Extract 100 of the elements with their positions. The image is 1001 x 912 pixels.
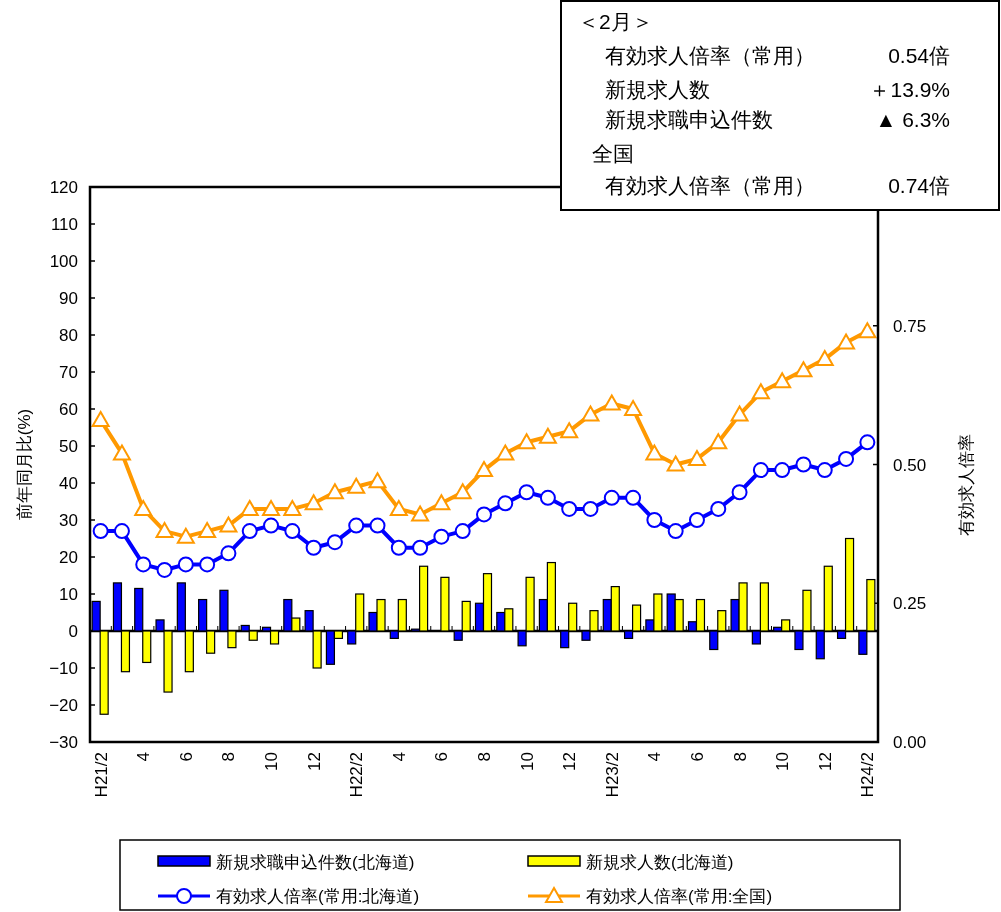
y2-tick-label: 0.00 xyxy=(893,733,927,752)
point xyxy=(389,499,408,516)
point xyxy=(475,461,493,478)
point xyxy=(517,433,536,450)
point xyxy=(561,500,578,517)
point xyxy=(858,322,877,339)
y-tick-label: 60 xyxy=(59,400,78,419)
y-tick-label: −10 xyxy=(49,659,78,678)
point xyxy=(135,556,152,573)
point xyxy=(687,449,706,466)
x-tick-label: 8 xyxy=(730,752,750,762)
point xyxy=(263,517,280,534)
point xyxy=(538,427,557,444)
x-tick-label: 8 xyxy=(219,752,239,762)
point xyxy=(155,522,174,539)
y-tick-label: 10 xyxy=(59,585,78,604)
point xyxy=(262,499,281,516)
point xyxy=(134,499,153,516)
x-tick-label: H23/2 xyxy=(602,752,622,798)
annotation: 有効求人倍率（常用） xyxy=(605,174,815,197)
point xyxy=(113,523,130,540)
x-tick-label: 6 xyxy=(176,752,196,762)
legend-label: 有効求人倍率(常用:全国) xyxy=(586,887,773,906)
point xyxy=(838,450,855,467)
y-tick-label: −20 xyxy=(49,696,78,715)
y2-tick-label: 0.50 xyxy=(893,455,927,475)
point xyxy=(198,522,217,539)
point xyxy=(624,400,643,416)
legend-label: 有効求人倍率(常用:北海道) xyxy=(216,887,420,906)
point xyxy=(688,512,705,528)
y-tick-label: 70 xyxy=(59,363,78,382)
x-tick-label: 12 xyxy=(304,752,324,771)
x-tick-label: 6 xyxy=(432,752,452,762)
y-tick-label: 50 xyxy=(59,437,78,456)
point xyxy=(199,556,216,573)
x-tick-label: H22/2 xyxy=(347,752,367,798)
point xyxy=(284,523,301,540)
point xyxy=(240,499,259,516)
point xyxy=(667,523,684,540)
point xyxy=(156,561,173,578)
point xyxy=(582,500,599,517)
point xyxy=(219,516,238,533)
point xyxy=(539,489,556,506)
y-tick-label: 80 xyxy=(59,326,78,345)
y-axis-title: 前年同月比(%) xyxy=(15,408,34,521)
point xyxy=(91,411,110,428)
point xyxy=(837,333,856,350)
y-tick-label: 110 xyxy=(50,215,78,234)
point xyxy=(453,483,472,500)
point xyxy=(751,383,770,400)
point xyxy=(348,517,365,534)
point xyxy=(773,372,792,389)
y-tick-label: −30 xyxy=(49,733,78,752)
y-tick-label: 100 xyxy=(49,252,78,271)
point xyxy=(795,456,812,473)
y-tick-label: 0 xyxy=(68,622,78,641)
point xyxy=(368,472,387,489)
x-tick-label: 4 xyxy=(134,752,154,762)
x-tick-label: H24/2 xyxy=(858,752,878,798)
y2-axis-title: 有効求人倍率 xyxy=(957,434,976,536)
point xyxy=(176,527,195,544)
point xyxy=(859,434,876,451)
x-tick-label: 12 xyxy=(560,752,580,771)
x-tick-label: 10 xyxy=(773,752,793,771)
point xyxy=(390,539,407,556)
point xyxy=(433,528,450,545)
point xyxy=(560,422,579,439)
x-tick-label: 8 xyxy=(475,752,494,762)
point xyxy=(220,545,237,562)
point xyxy=(325,483,344,500)
point xyxy=(326,534,343,551)
point xyxy=(581,405,600,422)
point xyxy=(710,500,727,517)
x-tick-label: 10 xyxy=(517,752,537,771)
note-box: ＜2月＞ 有効求人倍率（常用） 0.54倍 新規求人数 ＋13.9% 新規求職申込件数 ▲ 6.3% 全国 有効求人倍率（常用） 0.74倍 xyxy=(560,0,1000,211)
point xyxy=(112,444,131,461)
point xyxy=(177,556,194,573)
x-tick-label: 4 xyxy=(389,752,409,762)
y-tick-label: 90 xyxy=(59,289,78,308)
x-tick-label: H21/2 xyxy=(91,752,111,798)
point xyxy=(412,539,429,556)
point xyxy=(283,499,302,516)
x-tick-label: 6 xyxy=(687,752,707,762)
point xyxy=(731,484,748,501)
point xyxy=(602,394,621,411)
y2-tick-label: 0.25 xyxy=(893,594,927,614)
point xyxy=(815,350,834,367)
point xyxy=(476,506,492,523)
point xyxy=(432,494,451,511)
y2-tick-label: 0.75 xyxy=(893,316,927,336)
x-tick-label: 12 xyxy=(815,752,835,771)
point xyxy=(774,462,791,479)
y-tick-label: 40 xyxy=(59,474,78,493)
point xyxy=(518,484,535,501)
x-tick-label: 4 xyxy=(645,752,665,762)
point xyxy=(666,455,685,472)
point xyxy=(369,517,386,534)
point xyxy=(646,512,663,528)
point xyxy=(625,489,642,506)
point xyxy=(304,494,323,511)
